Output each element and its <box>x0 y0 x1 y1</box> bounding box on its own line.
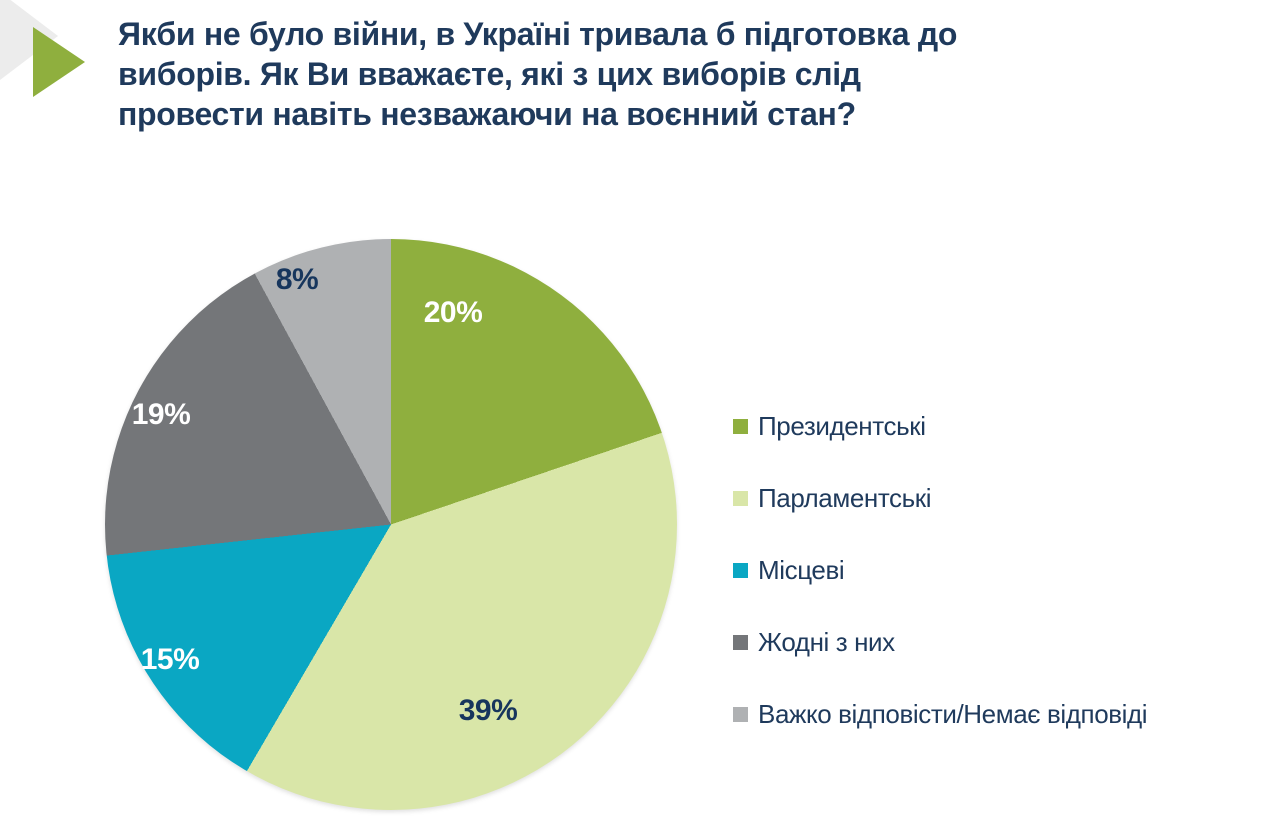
legend-swatch-icon <box>733 490 748 506</box>
legend-label: Місцеві <box>758 554 845 585</box>
pie-label-local: 15% <box>140 643 200 676</box>
legend-swatch-icon <box>733 706 748 722</box>
legend-item-presidential: Президентські <box>733 411 1273 441</box>
legend: Президентські Парламентські Місцеві Жодн… <box>733 411 1273 729</box>
legend-item-none: Жодні з них <box>733 627 1273 657</box>
pie-chart-area <box>105 239 677 810</box>
pie-label-parliamentary: 39% <box>458 694 518 727</box>
page-title: Якби не було війни, в Україні тривала б … <box>118 14 1228 134</box>
pie-chart <box>105 239 677 810</box>
legend-item-hard-to-say: Важко відповісти/Немає відповіді <box>733 699 1273 729</box>
legend-label: Жодні з них <box>758 626 895 657</box>
legend-label: Парламентські <box>758 482 932 513</box>
legend-label: Важко відповісти/Немає відповіді <box>758 698 1148 729</box>
legend-label: Президентські <box>758 410 926 441</box>
legend-item-parliamentary: Парламентські <box>733 483 1273 513</box>
legend-item-local: Місцеві <box>733 555 1273 585</box>
legend-swatch-icon <box>733 562 748 578</box>
legend-swatch-icon <box>733 634 748 650</box>
title-line-2: виборів. Як Ви вважаєте, які з цих вибор… <box>118 56 861 92</box>
title-line-3: провести навіть незважаючи на воєнний ст… <box>118 96 856 132</box>
pie-label-hard-to-say: 8% <box>275 263 319 296</box>
decor-green-arrow-icon <box>33 27 85 97</box>
decor-corner <box>0 0 85 97</box>
decor-gray-triangle-icon <box>0 0 58 80</box>
pie-label-presidential: 20% <box>423 296 483 329</box>
pie-label-none: 19% <box>131 398 191 431</box>
title-line-1: Якби не було війни, в Україні тривала б … <box>118 16 958 52</box>
legend-swatch-icon <box>733 418 748 434</box>
